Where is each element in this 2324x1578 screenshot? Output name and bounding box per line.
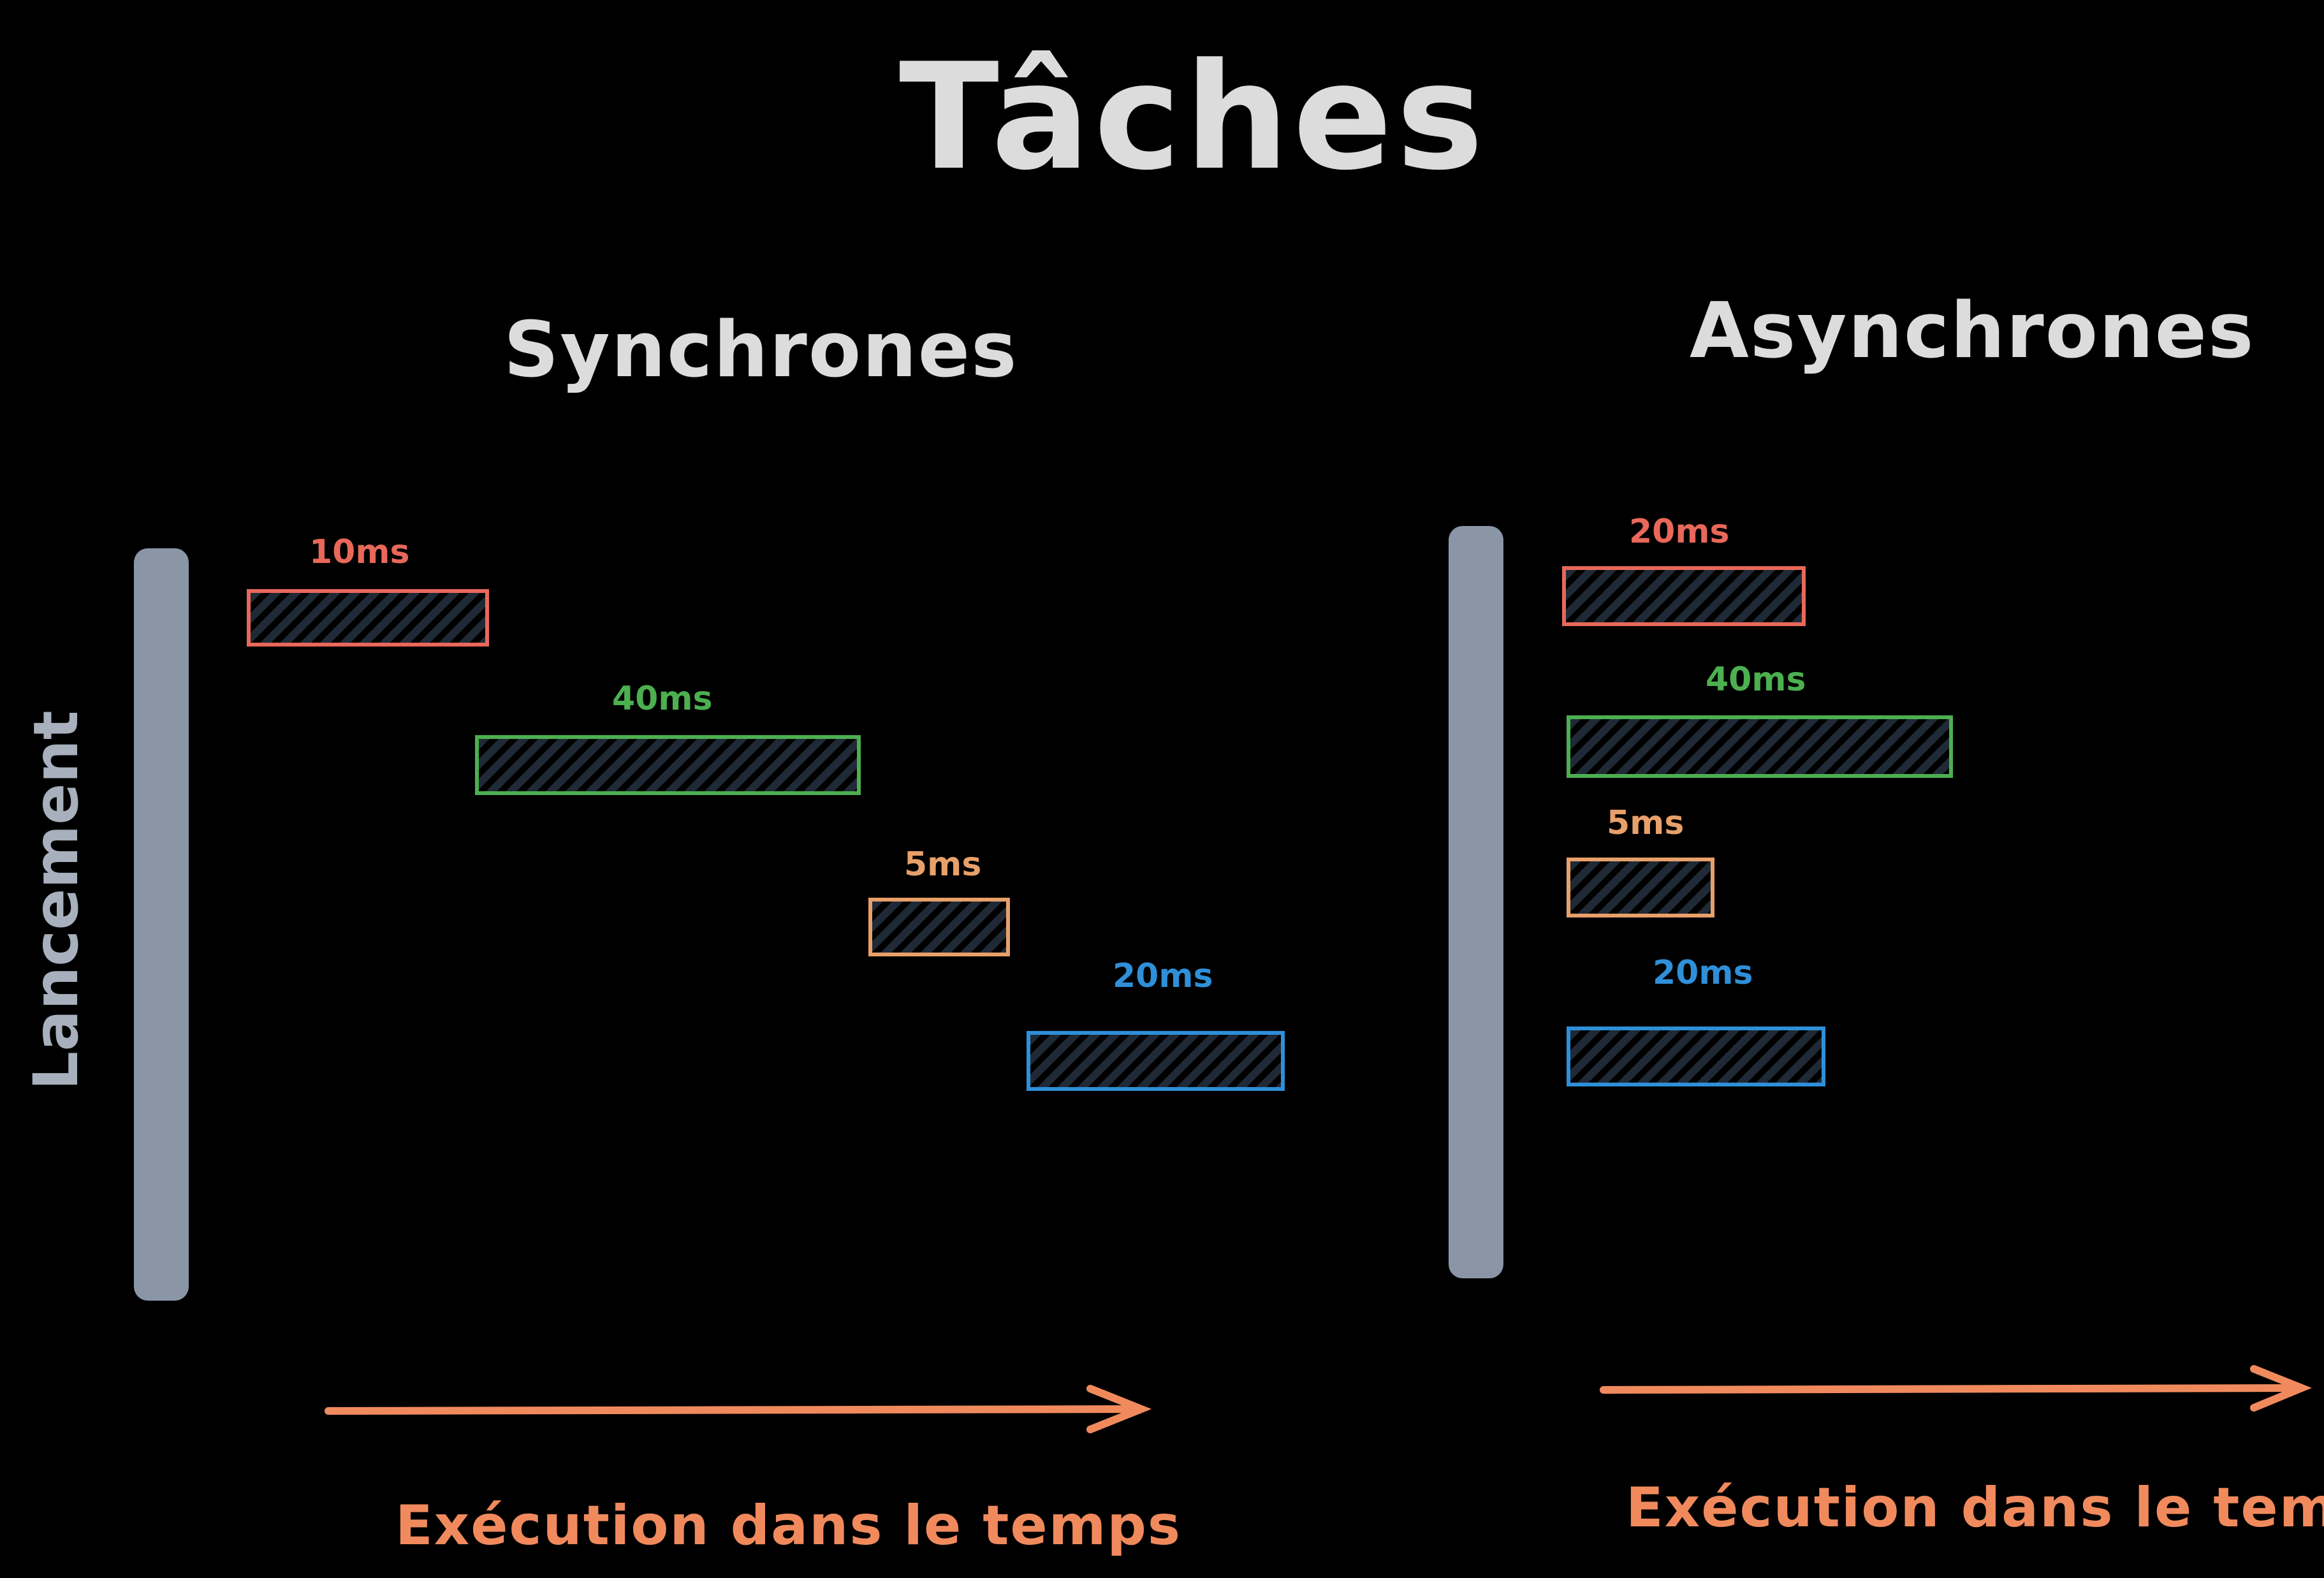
- sync-time-arrow: [325, 1385, 1152, 1433]
- async-task-3-duration: 5ms: [1607, 804, 1685, 842]
- sync-task-1: [247, 589, 489, 647]
- async-task-4-duration: 20ms: [1653, 954, 1753, 992]
- async-launch-bar: [1449, 526, 1503, 1278]
- sync-heading: Synchrones: [504, 306, 1018, 395]
- async-task-2: [1567, 715, 1953, 778]
- sync-task-4: [1027, 1031, 1285, 1091]
- async-task-1-duration: 20ms: [1629, 513, 1730, 551]
- sync-launch-bar: [134, 548, 189, 1301]
- sync-task-3: [868, 898, 1010, 956]
- async-task-1: [1562, 566, 1806, 626]
- diagram-title: Tâches: [899, 33, 1487, 203]
- async-time-arrow: [1600, 1365, 2312, 1412]
- async-heading: Asynchrones: [1690, 287, 2255, 376]
- sync-time-caption: Exécution dans le temps: [395, 1494, 1182, 1558]
- sync-task-4-duration: 20ms: [1113, 957, 1213, 995]
- async-task-4: [1567, 1026, 1825, 1086]
- sync-task-2: [475, 735, 861, 795]
- sync-task-3-duration: 5ms: [904, 845, 982, 884]
- async-task-2-duration: 40ms: [1706, 661, 1806, 699]
- sync-task-2-duration: 40ms: [612, 680, 713, 718]
- sync-task-1-duration: 10ms: [309, 533, 410, 571]
- async-time-caption: Exécution dans le temps: [1626, 1476, 2324, 1540]
- async-task-3: [1567, 858, 1714, 917]
